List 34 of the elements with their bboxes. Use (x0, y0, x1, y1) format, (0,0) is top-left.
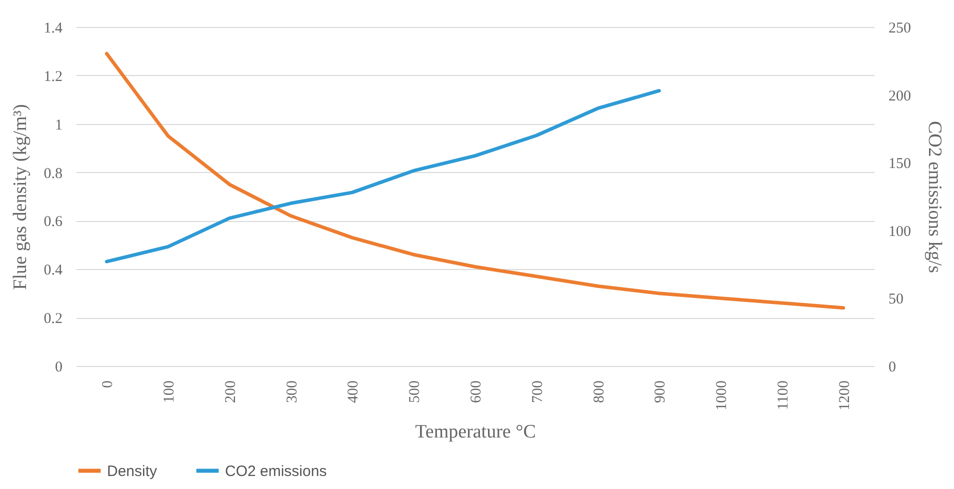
x-tick-label: 300 (284, 380, 300, 403)
y-tick-label: 0.6 (44, 214, 63, 230)
y2-tick-label: 150 (888, 156, 911, 172)
y2-axis-title: CO2 emissions kg/s (924, 120, 945, 274)
y-axis-title: Flue gas density (kg/m³) (10, 104, 31, 290)
y2-tick-label: 50 (888, 292, 904, 308)
y-tick-label: 0.2 (44, 311, 62, 328)
y-tick-label: 0.4 (44, 262, 63, 279)
y-tick-label: 0.8 (44, 166, 62, 182)
y2-tick-label: 250 (888, 20, 911, 36)
legend-label: Density (107, 462, 158, 480)
y2-tick-label: 100 (888, 224, 911, 240)
y-tick-label: 1 (55, 117, 62, 134)
y-tick-label: 0 (55, 360, 62, 376)
x-tick-label: 1000 (714, 380, 730, 410)
x-tick-label: 400 (346, 380, 362, 403)
x-tick-label: 0 (100, 380, 116, 388)
y-tick-label: 1.2 (44, 68, 62, 85)
x-tick-label: 1200 (836, 380, 853, 410)
x-tick-label: 500 (407, 380, 424, 403)
x-tick-label: 800 (591, 380, 608, 403)
line-series (104, 52, 846, 310)
y2-tick-label: 200 (888, 88, 911, 104)
x-tick-label: 700 (530, 380, 546, 403)
y2-tick-label: 0 (888, 360, 896, 376)
x-tick-label: 200 (222, 380, 239, 403)
line-series (104, 88, 661, 264)
y-tick-label: 1.4 (44, 20, 63, 36)
legend-label: CO2 emissions (225, 462, 327, 480)
x-tick-label: 1100 (775, 380, 792, 410)
x-axis-title: Temperature °C (415, 422, 536, 442)
x-tick-label: 900 (652, 380, 669, 403)
x-tick-label: 100 (162, 380, 178, 403)
x-tick-label: 600 (468, 380, 484, 403)
